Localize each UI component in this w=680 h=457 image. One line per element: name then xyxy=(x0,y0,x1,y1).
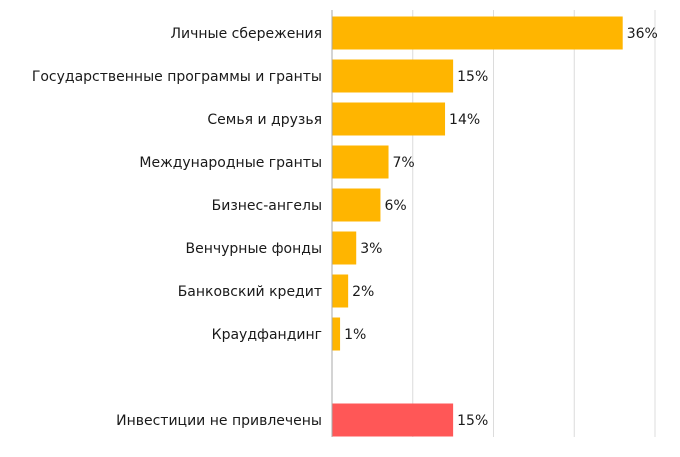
category-label: Семья и друзья xyxy=(207,112,322,128)
data-label: 14% xyxy=(449,112,480,128)
category-label: Венчурные фонды xyxy=(185,241,322,257)
bar xyxy=(332,231,357,265)
bar xyxy=(332,59,454,93)
category-label: Краудфандинг xyxy=(212,327,322,343)
data-label: 2% xyxy=(352,284,374,300)
data-label: 15% xyxy=(457,413,488,429)
data-label: 3% xyxy=(360,241,382,257)
bar xyxy=(332,188,381,222)
data-label: 6% xyxy=(384,198,406,214)
bar xyxy=(332,274,349,308)
category-label: Государственные программы и гранты xyxy=(32,69,322,85)
bar xyxy=(332,102,446,136)
category-label: Банковский кредит xyxy=(178,284,322,300)
bar xyxy=(332,16,623,50)
category-label: Инвестиции не привлечены xyxy=(116,413,322,429)
data-label: 36% xyxy=(627,26,658,42)
data-label: 7% xyxy=(393,155,415,171)
category-label: Международные гранты xyxy=(139,155,322,171)
bar xyxy=(332,317,341,351)
data-label: 15% xyxy=(457,69,488,85)
category-label: Личные сбережения xyxy=(170,26,322,42)
category-label: Бизнес-ангелы xyxy=(212,198,322,214)
bar xyxy=(332,403,454,437)
data-label: 1% xyxy=(344,327,366,343)
bar xyxy=(332,145,389,179)
